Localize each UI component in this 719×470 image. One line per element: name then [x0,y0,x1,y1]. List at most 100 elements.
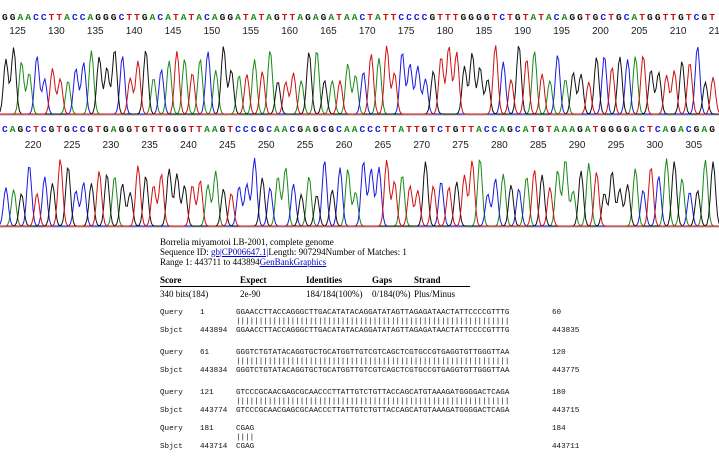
base-call: T [336,12,342,23]
base-call: A [701,124,708,135]
base-call: G [615,124,622,135]
base-call: G [483,12,490,23]
position-tick-label: 290 [568,140,586,151]
row-label: Query [160,425,183,433]
base-call: G [103,124,109,135]
trace-plot-bottom [0,158,719,228]
base-call: G [64,124,70,135]
row-start: 443834 [200,367,228,375]
base-call: T [452,12,459,23]
position-tick-label: 185 [475,26,493,37]
base-call: T [670,12,677,23]
base-call: A [165,12,171,23]
base-call: C [406,12,412,23]
base-call: T [48,12,55,23]
position-tick-label: 305 [685,140,703,151]
base-call: A [328,12,335,23]
genbank-link[interactable]: GenBank [259,257,294,267]
row-end: 443775 [552,367,580,375]
base-call: T [592,124,599,135]
graphics-link[interactable]: Graphics [293,257,327,267]
base-call: T [157,124,164,135]
match-row: ||||||||||||||||||||||||||||||||||||||||… [160,398,590,407]
base-call: C [654,124,661,135]
strand-value: Plus/Minus [414,289,456,299]
base-call: T [188,12,195,23]
base-call: G [623,124,630,135]
base-call: C [71,12,78,23]
base-call: G [141,12,148,23]
base-call: A [631,124,638,135]
length-text: Length: 907294Number of Matches: 1 [268,247,407,257]
subject-row: Sbjct 443774 GTCCCGCAACGAGCGCAACCCTTATTGTC… [160,407,590,416]
position-tick-label: 175 [397,26,415,37]
row-sequence: |||| [236,434,255,442]
base-call: A [211,124,218,135]
base-call: A [266,12,272,23]
base-call: A [343,12,350,23]
base-call: T [507,12,513,23]
row-start: 443894 [200,327,228,335]
base-call: A [569,124,576,135]
row-sequence: GGAACCTTACCAGGGCTTGACATATACAGGATATAGTTAG… [236,327,510,335]
base-call: G [103,12,109,23]
row-start: 443774 [200,407,228,415]
base-call: C [437,124,443,135]
base-call: C [413,12,420,23]
position-tick-label: 195 [553,26,570,37]
position-tick-label: 215 [708,26,719,37]
base-call: A [305,124,311,135]
base-call: G [460,12,467,23]
position-tick-label: 220 [24,140,42,151]
position-tick-label: 265 [374,140,392,151]
base-call: C [79,12,86,23]
base-call: T [437,12,443,23]
base-call: A [678,124,684,135]
base-call: C [359,12,366,23]
base-call: C [421,12,428,23]
position-tick-label: 130 [48,26,65,37]
base-call: G [608,124,614,135]
identities-header: Identities [306,275,342,285]
base-call: A [398,124,405,135]
row-start: 181 [200,425,214,433]
base-call: C [623,12,630,23]
base-call: G [320,12,327,23]
position-tick-label: 300 [646,140,664,151]
base-call: A [250,12,257,23]
position-tick-label: 235 [141,140,158,151]
base-call: T [538,12,544,23]
position-tick-label: 205 [630,26,648,37]
sequence-id-link[interactable]: gb|CP006647.1| [210,247,269,257]
blast-result: Borrelia miyamotoi LB-2001, complete gen… [160,237,700,451]
base-call: C [40,124,47,135]
base-call: T [406,124,412,135]
base-call: G [274,12,280,23]
base-call: T [56,124,63,135]
base-call: T [530,124,537,135]
base-call: C [639,124,645,135]
base-call: C [242,124,249,135]
base-call: G [600,124,607,135]
row-label: Sbjct [160,327,183,335]
base-call: G [110,12,117,23]
base-call: T [56,12,63,23]
position-tick-label: 180 [436,26,454,37]
base-call: T [639,12,645,23]
base-call: C [266,124,272,135]
row-start: 1 [200,309,205,317]
match-row: ||||||||||||||||||||||||||||||||||||||||… [160,358,590,367]
row-start: 121 [200,389,214,397]
base-call: G [2,12,8,23]
gaps-header: Gaps [372,275,393,285]
base-call: A [274,124,280,135]
row-sequence: ||||||||||||||||||||||||||||||||||||||||… [236,398,510,406]
base-call: A [9,124,16,135]
base-call: T [584,12,591,23]
base-call: A [351,12,358,23]
base-call: T [149,124,156,135]
stats-value-row: 340 bits(184) 2e-90 184/184(100%) 0/184(… [160,289,480,300]
position-tick-label: 255 [296,140,314,151]
base-call: A [561,124,568,135]
